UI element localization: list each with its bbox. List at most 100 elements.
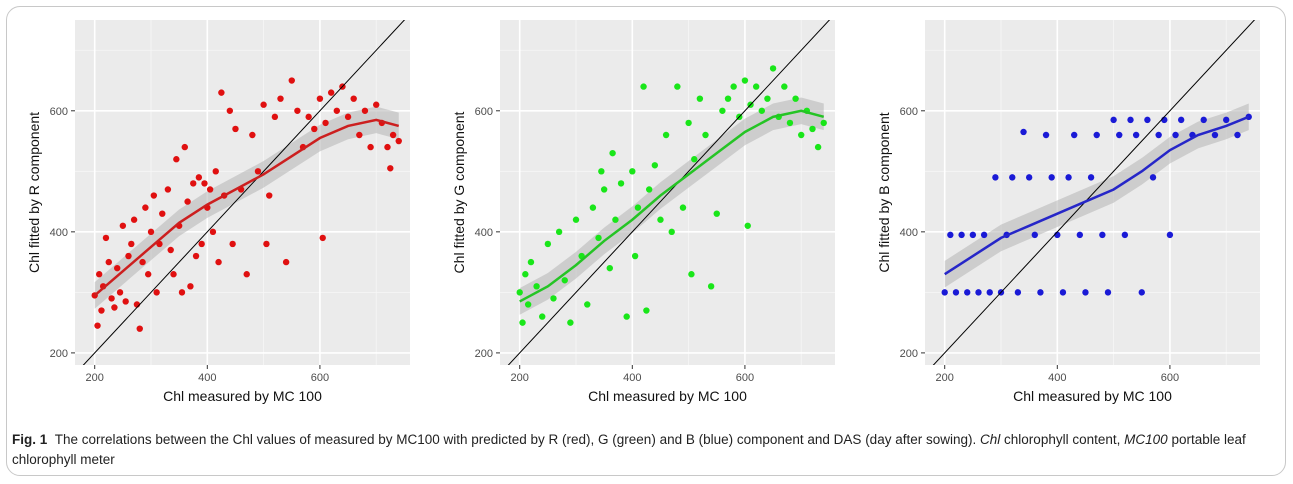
data-point (387, 165, 394, 172)
data-point (311, 125, 318, 133)
y-tick-label: 600 (475, 106, 493, 118)
data-point (634, 204, 642, 211)
data-point (1104, 289, 1112, 296)
data-point (1234, 131, 1241, 139)
data-point (952, 289, 960, 296)
data-point (114, 264, 121, 272)
confidence-band (519, 97, 824, 315)
data-point (555, 228, 563, 236)
data-point (260, 101, 267, 108)
data-point (1031, 231, 1038, 239)
data-point (1132, 131, 1140, 139)
data-point (218, 89, 225, 96)
data-point (271, 113, 279, 121)
caption-abbr1-def: chlorophyll content, (1004, 432, 1121, 447)
data-point (333, 107, 341, 114)
data-point (1116, 131, 1123, 139)
data-point (1121, 231, 1129, 239)
data-point (305, 113, 312, 121)
x-tick-label: 600 (311, 372, 329, 384)
x-tick-label: 600 (736, 372, 754, 384)
data-point (1200, 116, 1207, 124)
data-point (781, 83, 788, 90)
x-tick-label: 200 (511, 372, 529, 384)
data-point (662, 131, 670, 139)
data-point (294, 107, 301, 114)
x-tick-label: 400 (1048, 372, 1066, 384)
data-point (606, 264, 613, 272)
data-point (617, 180, 625, 187)
data-point (1099, 231, 1106, 239)
data-point (572, 216, 580, 223)
data-point (1025, 174, 1033, 181)
data-point (674, 83, 681, 90)
y-tick-label: 400 (475, 227, 493, 239)
data-point (170, 271, 177, 278)
data-point (1020, 128, 1027, 136)
data-point (198, 240, 205, 248)
reference-line (507, 20, 831, 365)
figure-label: Fig. 1 (12, 432, 48, 447)
data-point (316, 95, 324, 102)
data-point (147, 228, 155, 236)
data-point (277, 95, 284, 102)
data-point (589, 204, 597, 211)
x-tick-label: 200 (86, 372, 104, 384)
data-point (688, 271, 695, 278)
data-point (389, 131, 397, 139)
data-point (1144, 116, 1151, 124)
data-point (584, 301, 591, 308)
data-point (356, 131, 363, 139)
data-point (730, 83, 737, 90)
data-point (1076, 231, 1084, 239)
data-point (744, 222, 751, 229)
data-point (809, 125, 816, 133)
panel-green: 200 400 600 200 400 600 Chl measured by MC 100… (451, 20, 835, 404)
data-point (527, 258, 535, 266)
data-point (119, 222, 127, 229)
data-point (1048, 174, 1055, 181)
data-point (969, 231, 977, 239)
y-axis-title: Chl fitted by R component (26, 112, 42, 273)
data-point (1127, 116, 1134, 124)
plot-area (82, 20, 406, 365)
data-point (600, 186, 608, 193)
data-point (159, 210, 166, 217)
y-tick-label: 400 (50, 227, 68, 239)
data-point (249, 131, 256, 139)
x-tick-label: 400 (623, 372, 641, 384)
data-point (724, 95, 732, 102)
plot-area (507, 20, 831, 365)
data-point (612, 216, 619, 223)
data-point (226, 107, 234, 114)
data-point (96, 271, 103, 278)
data-point (243, 271, 250, 278)
data-point (522, 271, 529, 278)
data-point (609, 149, 616, 157)
data-point (327, 89, 335, 96)
data-point (144, 271, 152, 278)
data-point (229, 240, 236, 248)
data-point (1042, 131, 1050, 139)
data-point (643, 307, 650, 314)
data-point (1166, 231, 1174, 239)
data-point (631, 252, 639, 260)
data-point (1071, 131, 1078, 139)
data-point (741, 77, 749, 84)
data-point (361, 107, 369, 114)
data-point (657, 216, 664, 223)
data-point (798, 131, 805, 139)
data-point (94, 322, 101, 329)
data-point (992, 174, 999, 181)
data-point (98, 307, 105, 314)
fit-line (93, 118, 400, 297)
data-point (786, 119, 794, 127)
x-axis-title: Chl measured by MC 100 (588, 388, 747, 404)
data-point (640, 83, 647, 90)
data-point (136, 325, 143, 332)
data-point (958, 231, 965, 239)
data-point (350, 95, 357, 102)
data-point (266, 192, 273, 199)
data-point (1110, 116, 1117, 124)
data-point (1065, 174, 1072, 181)
